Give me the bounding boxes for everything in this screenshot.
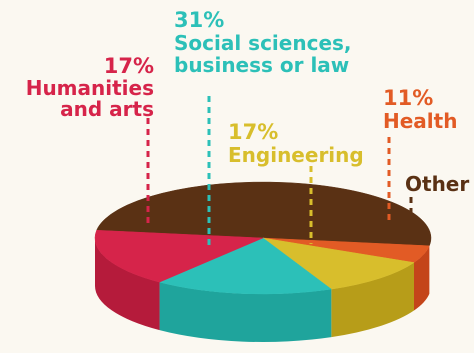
health-pct: 11% xyxy=(383,86,434,110)
label-engineering: 17% Engineering xyxy=(228,120,364,167)
pie-side-social xyxy=(159,282,332,342)
engineering-pct: 17% xyxy=(228,120,279,144)
pie-slice-other xyxy=(96,181,432,247)
label-social: 31% Social sciences, business or law xyxy=(174,8,352,77)
pie-sides xyxy=(95,238,430,342)
pie-side-humanities xyxy=(95,238,160,331)
humanities-pct: 17% xyxy=(103,54,154,78)
social-name-line1: Social sciences, xyxy=(174,31,352,55)
humanities-name-line1: Humanities xyxy=(25,76,154,100)
label-health: 11% Health xyxy=(383,86,458,133)
other-name: Other xyxy=(405,172,470,196)
social-name-line2: business or law xyxy=(174,53,350,77)
pie-slice-social xyxy=(158,237,332,295)
pie-slice-engineering xyxy=(262,237,415,290)
pie-side-engineering xyxy=(331,262,414,338)
social-pct: 31% xyxy=(174,8,225,32)
label-other: Other xyxy=(405,174,469,194)
pie-leader-lines xyxy=(146,96,413,250)
pie-side-health xyxy=(413,245,430,311)
label-humanities: 17% Humanities and arts xyxy=(8,54,154,121)
pie-tops xyxy=(94,181,432,295)
pie-slice-humanities xyxy=(94,229,264,283)
health-name: Health xyxy=(383,109,458,133)
engineering-name: Engineering xyxy=(228,143,364,167)
humanities-name-line2: and arts xyxy=(60,97,154,121)
